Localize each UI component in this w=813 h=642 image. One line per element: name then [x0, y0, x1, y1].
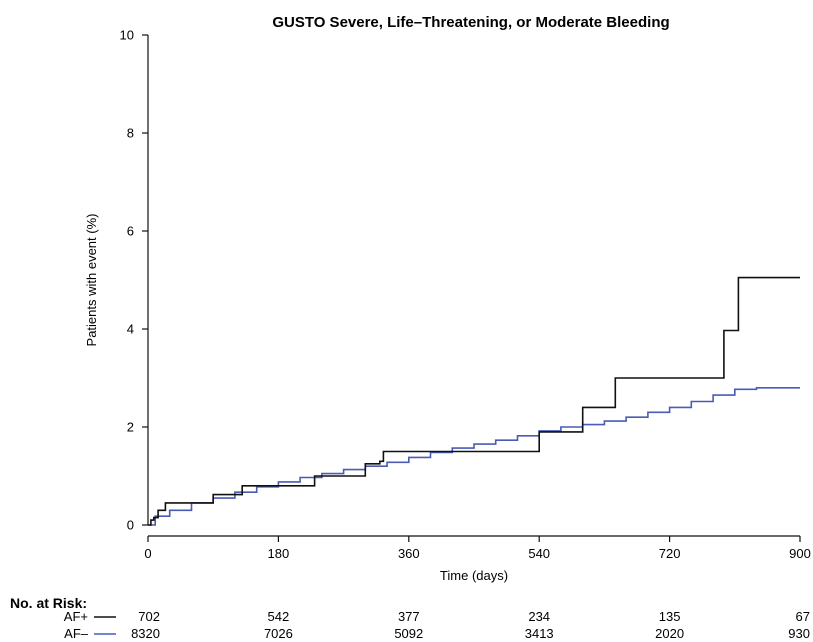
series-line-af-minus: [148, 387, 800, 526]
risk-count: 2020: [655, 626, 684, 641]
y-tick-label: 0: [127, 518, 134, 533]
x-tick-label: 360: [398, 546, 420, 561]
x-tick-label: 0: [144, 546, 151, 561]
risk-row-label: AF–: [64, 626, 89, 641]
x-tick-label: 720: [659, 546, 681, 561]
risk-count: 702: [138, 609, 160, 624]
risk-row-label: AF+: [64, 609, 88, 624]
x-tick-label: 180: [268, 546, 290, 561]
risk-count: 67: [796, 609, 810, 624]
risk-count: 135: [659, 609, 681, 624]
y-tick-label: 6: [127, 224, 134, 239]
chart-title: GUSTO Severe, Life–Threatening, or Moder…: [272, 14, 669, 31]
risk-table-heading: No. at Risk:: [10, 595, 87, 611]
x-tick-label: 900: [789, 546, 811, 561]
y-tick-label: 4: [127, 322, 134, 337]
y-axis-label: Patients with event (%): [84, 214, 99, 347]
risk-count: 7026: [264, 626, 293, 641]
y-tick-label: 2: [127, 420, 134, 435]
risk-count: 542: [268, 609, 290, 624]
risk-count: 5092: [394, 626, 423, 641]
x-tick-label: 540: [528, 546, 550, 561]
risk-count: 3413: [525, 626, 554, 641]
y-tick-label: 10: [120, 28, 134, 43]
risk-count: 8320: [131, 626, 160, 641]
x-axis-label: Time (days): [440, 568, 508, 583]
series-line-af-plus: [148, 276, 800, 526]
risk-count: 234: [528, 609, 550, 624]
y-tick-label: 8: [127, 126, 134, 141]
risk-count: 930: [788, 626, 810, 641]
risk-count: 377: [398, 609, 420, 624]
